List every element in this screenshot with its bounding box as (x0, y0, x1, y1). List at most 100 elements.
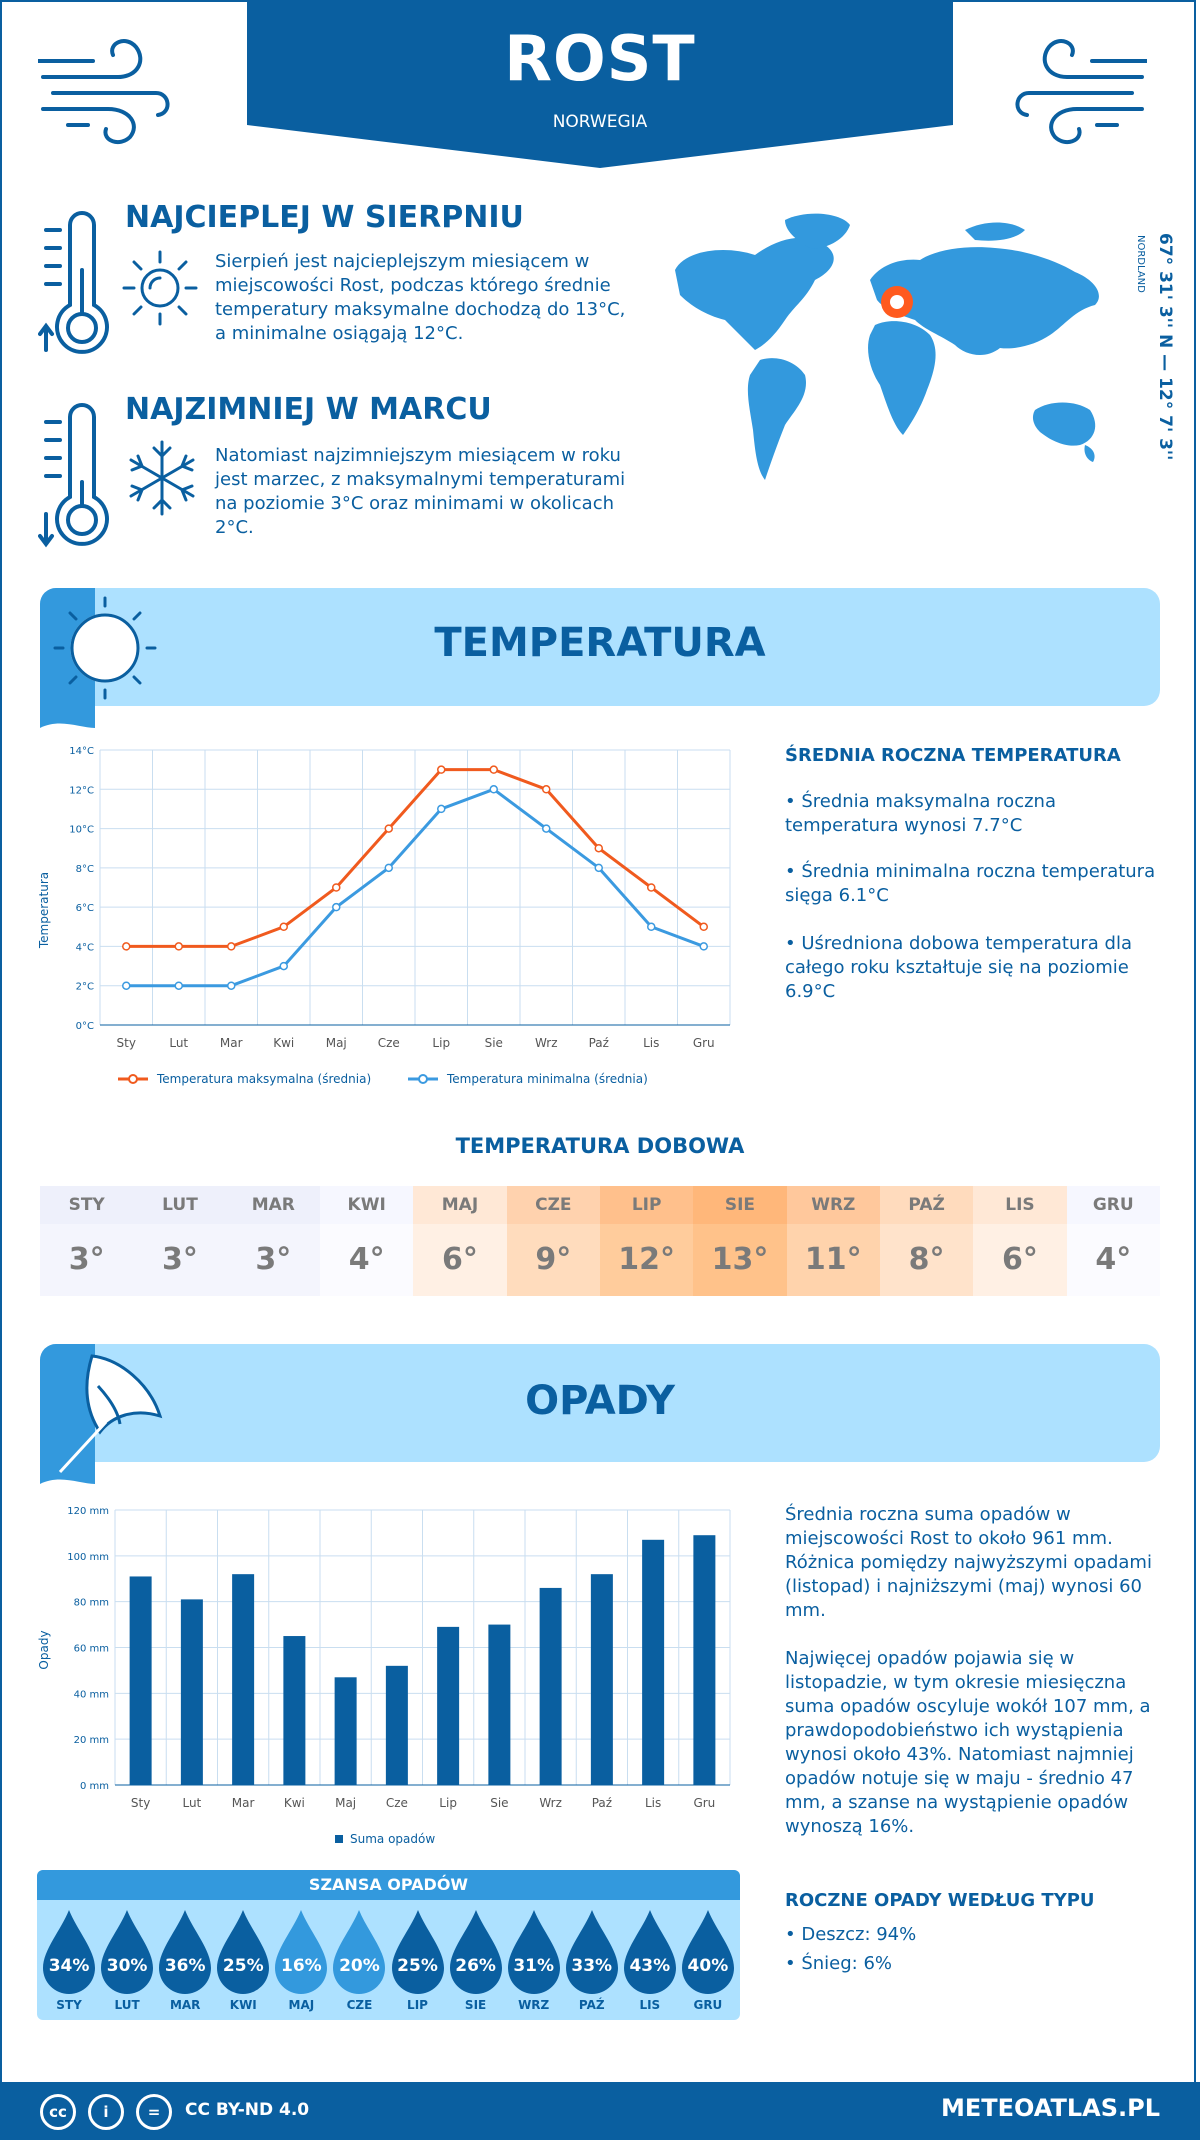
temperature-title: TEMPERATURA (434, 620, 766, 666)
site-name[interactable]: METEOATLAS.PL (940, 2094, 1160, 2122)
daily-value: 3° (40, 1224, 134, 1296)
daily-temperature-title: TEMPERATURA DOBOWA (455, 1134, 745, 1158)
chance-drop: 43% LIS (621, 1908, 679, 2018)
coldest-text: Natomiast najzimniejszym miesiącem w rok… (215, 445, 626, 538)
coldest-title: NAJZIMNIEJ W MARCU (125, 392, 492, 427)
x-tick-label: Wrz (535, 1036, 558, 1050)
daily-value: 9° (506, 1224, 600, 1296)
x-tick-label: Sty (117, 1036, 136, 1050)
bar (180, 1599, 203, 1785)
precipitation-chart: 0 mm 20 mm 40 mm 60 mm 80 mm 100 mm 120 mm Sty… (37, 1506, 731, 1846)
chance-value: 20% (339, 1956, 380, 1976)
umbrella-band-icon (40, 1344, 163, 1484)
precipitation-legend: Suma opadów (335, 1832, 435, 1846)
chance-value: 25% (397, 1956, 438, 1976)
data-point (594, 843, 603, 853)
x-tick-label: Lut (169, 1036, 188, 1050)
daily-month: WRZ (786, 1186, 880, 1224)
chance-drop: 16% MAJ (272, 1908, 330, 2018)
y-tick-label: 120 mm (67, 1506, 109, 1517)
bar (642, 1539, 665, 1785)
x-tick-label: Lip (432, 1036, 450, 1050)
temperature-bullet-3: • Uśredniona dobowa temperatura dla całe… (785, 933, 1133, 1002)
wind-icon-left (38, 39, 170, 145)
y-tick-label: 80 mm (74, 1598, 109, 1609)
daily-month: PAŹ (879, 1186, 974, 1224)
temperature-side-title: ŚREDNIA ROCZNA TEMPERATURA (785, 745, 1121, 766)
data-point (489, 785, 498, 794)
chance-month: CZE (346, 1998, 373, 2012)
raindrop-icon (681, 1910, 734, 1994)
x-tick-label: Sty (131, 1796, 150, 1810)
daily-month: MAJ (413, 1186, 507, 1224)
daily-value: 6° (973, 1224, 1067, 1296)
series-line-1 (126, 787, 705, 988)
precipitation-band (40, 1344, 1160, 1462)
data-point (489, 765, 498, 774)
license-label: CC BY-ND 4.0 (185, 2100, 310, 2120)
chance-value: 34% (48, 1956, 90, 1976)
precip-type-snow: • Śnieg: 6% (785, 1953, 893, 1974)
data-point (227, 942, 236, 951)
daily-month: GRU (1066, 1186, 1160, 1224)
chance-of-precip-title: SZANSA OPADÓW (37, 1870, 740, 1900)
daily-value: 6° (413, 1224, 507, 1296)
daily-month: CZE (506, 1186, 600, 1224)
chance-value: 33% (571, 1956, 613, 1976)
precipitation-y-axis-label: Opady (37, 1630, 51, 1669)
data-point (437, 765, 446, 774)
coordinates-label: 67° 31' 3'' N — 12° 7' 3'' E NORDLAND (1135, 233, 1175, 465)
y-tick-label: 0 mm (80, 1781, 109, 1792)
daily-cell: LIP 12° (599, 1186, 694, 1296)
data-point (699, 942, 708, 951)
x-tick-label: Mar (232, 1796, 255, 1810)
y-tick-label: 60 mm (74, 1644, 109, 1655)
daily-cell: GRU 4° (1066, 1186, 1160, 1296)
x-tick-label: Gru (693, 1036, 715, 1050)
data-point (542, 785, 551, 794)
warmest-title: NAJCIEPLEJ W SIERPNIU (125, 200, 524, 235)
raindrop-icon (333, 1910, 386, 1994)
daily-value: 4° (319, 1224, 414, 1296)
daily-value: 11° (786, 1224, 880, 1296)
daily-month: LIS (973, 1186, 1067, 1224)
daily-month: LIP (599, 1186, 694, 1224)
data-point (174, 981, 183, 990)
legend-max: Temperatura maksymalna (średnia) (156, 1072, 371, 1086)
data-point (542, 824, 551, 833)
x-tick-label: Lut (182, 1796, 201, 1810)
chance-month: MAJ (288, 1998, 315, 2012)
bar (232, 1574, 255, 1785)
country-name: NORWEGIA (552, 112, 648, 132)
chance-drop: 25% LIP (388, 1908, 446, 2018)
x-tick-label: Sie (485, 1036, 503, 1050)
x-tick-label: Sie (490, 1796, 508, 1810)
coordinates-text: 67° 31' 3'' N — 12° 7' 3'' E (1155, 233, 1175, 465)
precipitation-text-1: Średnia roczna suma opadów w miejscowośc… (785, 1504, 1152, 1621)
daily-cell: LUT 3° (133, 1186, 227, 1296)
attribution-icon: i (88, 2094, 124, 2130)
chance-drop: 31% WRZ (505, 1908, 563, 2018)
chance-value: 31% (513, 1956, 555, 1976)
y-tick-label: 8°C (76, 864, 94, 875)
chance-value: 43% (629, 1956, 671, 1976)
x-tick-label: Gru (693, 1796, 715, 1810)
city-name: ROST (504, 22, 696, 95)
daily-value: 8° (879, 1224, 974, 1296)
precipitation-text-2: Najwięcej opadów pojawia się w listopadz… (785, 1648, 1151, 1837)
chance-drop: 40% GRU (679, 1908, 737, 2018)
daily-value: 3° (226, 1224, 320, 1296)
data-point (122, 981, 131, 990)
data-point (122, 942, 131, 951)
bar (590, 1574, 613, 1785)
daily-month: STY (40, 1186, 134, 1224)
y-tick-label: 6°C (76, 903, 94, 914)
y-tick-label: 4°C (76, 942, 94, 953)
x-tick-label: Kwi (284, 1796, 305, 1810)
bar (539, 1587, 562, 1785)
y-tick-label: 40 mm (74, 1689, 109, 1700)
chance-value: 26% (455, 1956, 496, 1976)
sun-band-icon (40, 588, 157, 728)
world-map (675, 213, 1099, 480)
chance-value: 16% (281, 1956, 322, 1976)
